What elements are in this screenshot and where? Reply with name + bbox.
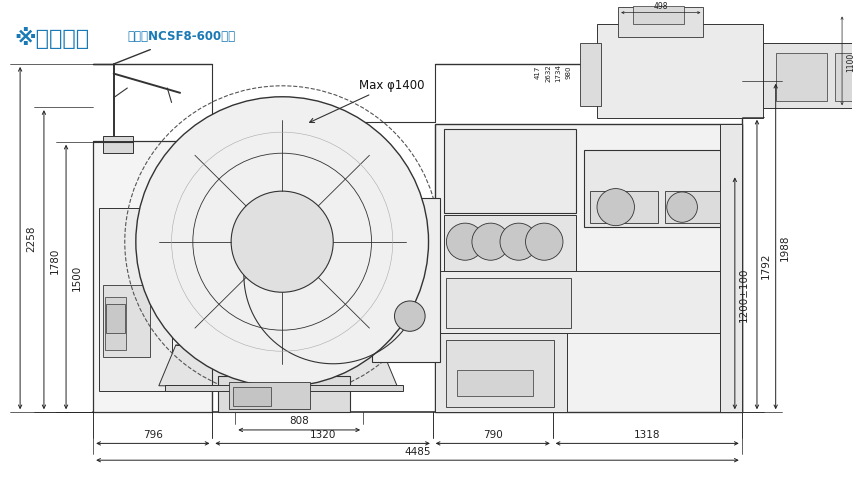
Bar — [219, 376, 350, 412]
Text: 1200±100: 1200±100 — [739, 266, 749, 321]
Bar — [94, 142, 213, 412]
Ellipse shape — [446, 224, 484, 261]
Bar — [372, 199, 439, 362]
Bar — [835, 54, 858, 102]
Bar — [233, 387, 271, 407]
Text: 796: 796 — [143, 429, 163, 439]
Text: 980: 980 — [565, 66, 571, 79]
Bar — [106, 305, 124, 333]
Text: 1320: 1320 — [310, 429, 335, 439]
Bar — [763, 44, 858, 109]
Text: 1318: 1318 — [634, 429, 661, 439]
Bar — [104, 137, 133, 154]
Ellipse shape — [526, 224, 563, 261]
Text: 1780: 1780 — [50, 247, 60, 273]
Text: 2632: 2632 — [545, 63, 551, 81]
Text: 1500: 1500 — [72, 264, 82, 290]
Bar — [665, 191, 721, 224]
Text: 790: 790 — [483, 429, 503, 439]
Text: 417: 417 — [535, 66, 541, 79]
Text: 以常用NCSF8-600展示: 以常用NCSF8-600展示 — [127, 30, 235, 43]
Bar — [456, 370, 533, 397]
Bar — [106, 297, 126, 350]
Bar — [580, 44, 601, 106]
Bar — [435, 271, 741, 333]
Bar — [584, 151, 729, 228]
Bar — [776, 54, 827, 102]
Bar — [619, 8, 704, 38]
Text: 1988: 1988 — [780, 234, 790, 260]
Ellipse shape — [395, 302, 425, 332]
Bar — [435, 333, 567, 412]
Bar — [632, 7, 684, 25]
Bar — [229, 383, 311, 409]
Bar — [104, 285, 150, 357]
Text: 498: 498 — [654, 2, 668, 11]
Text: 808: 808 — [289, 415, 309, 426]
Bar — [445, 341, 554, 407]
Text: Max φ1400: Max φ1400 — [310, 79, 424, 123]
Text: 1792: 1792 — [761, 252, 771, 278]
Ellipse shape — [597, 189, 634, 226]
Bar — [100, 209, 172, 391]
Ellipse shape — [472, 224, 510, 261]
Text: 1734: 1734 — [555, 63, 561, 81]
Text: 4485: 4485 — [404, 446, 431, 456]
Bar — [444, 216, 576, 271]
Bar — [435, 125, 741, 412]
Bar — [165, 385, 403, 391]
Bar — [445, 278, 571, 328]
Text: 2258: 2258 — [27, 225, 36, 252]
Bar — [444, 130, 576, 213]
Text: 1100: 1100 — [846, 52, 855, 71]
Ellipse shape — [136, 98, 428, 387]
Bar — [721, 125, 741, 412]
Ellipse shape — [667, 193, 698, 223]
Bar — [590, 191, 658, 224]
Bar — [597, 25, 763, 119]
Polygon shape — [159, 345, 397, 386]
Ellipse shape — [231, 192, 333, 293]
Ellipse shape — [500, 224, 537, 261]
Text: ※外形尺寸: ※外形尺寸 — [14, 26, 89, 48]
